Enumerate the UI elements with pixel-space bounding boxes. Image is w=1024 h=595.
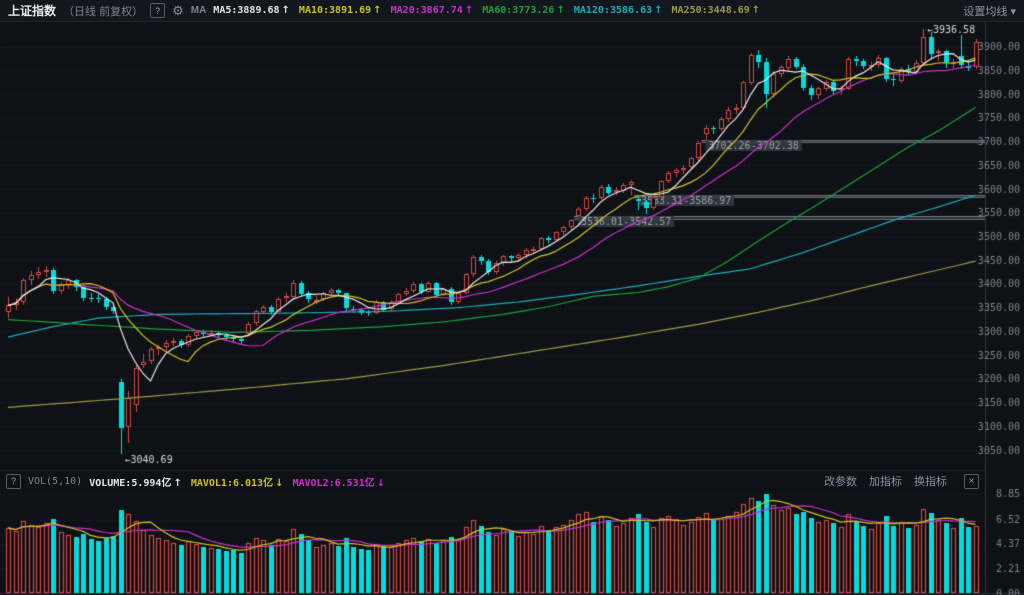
legend-item: VOLUME:5.994亿 ↑ xyxy=(89,477,182,489)
arrow-up-icon: ↑ xyxy=(654,5,663,16)
legend-item: MAVOL1:6.013亿 ↓ xyxy=(190,477,284,489)
legend-item: MA20:3867.74 ↑ xyxy=(390,5,474,16)
arrow-up-icon: ↑ xyxy=(556,5,565,16)
help-icon[interactable]: ? xyxy=(150,3,166,18)
arrow-down-icon: ↓ xyxy=(275,477,284,489)
legend-item: MAVOL2:6.531亿 ↓ xyxy=(292,477,386,489)
period-adjustment-label: （日线 前复权） xyxy=(63,5,144,18)
volume-legend: VOLUME:5.994亿 ↑ MAVOL1:6.013亿 ↓ MAVOL2:6.531… xyxy=(89,474,385,489)
set-ma-button[interactable]: 设置均线 ▾ xyxy=(963,3,1016,19)
volume-header: ? VOL(5,10) VOLUME:5.994亿 ↑ MAVOL1:6.013亿 ↓… xyxy=(0,470,985,492)
indicator-action-button[interactable]: 改参数 xyxy=(824,476,857,488)
arrow-up-icon: ↑ xyxy=(373,5,382,16)
legend-item: MA120:3586.63 ↑ xyxy=(573,5,663,16)
close-indicator-icon[interactable]: × xyxy=(964,473,979,489)
indicator-action-button[interactable]: 换指标 xyxy=(914,476,947,488)
indicator-actions: 改参数 加指标 换指标 xyxy=(812,473,947,489)
volume-indicator-label: VOL(5,10) xyxy=(28,475,83,487)
ma-prefix-label: MA xyxy=(190,5,207,16)
set-ma-label: 设置均线 xyxy=(963,5,1008,18)
symbol-title: 上证指数 xyxy=(8,4,57,18)
arrow-up-icon: ↑ xyxy=(173,477,182,489)
gear-icon[interactable]: ⚙ xyxy=(172,3,184,18)
chevron-down-icon: ▾ xyxy=(1010,5,1016,18)
arrow-up-icon: ↑ xyxy=(464,5,474,16)
legend-item: MA250:3448.69 ↑ xyxy=(671,5,761,16)
volume-help-icon[interactable]: ? xyxy=(6,473,21,489)
legend-item: MA10:3891.69 ↑ xyxy=(298,5,382,16)
arrow-up-icon: ↑ xyxy=(281,5,290,16)
chart-header: 上证指数 （日线 前复权） ? ⚙ MA MA5:3889.68 ↑ MA10:38… xyxy=(0,0,1024,22)
arrow-up-icon: ↑ xyxy=(751,5,761,16)
legend-item: MA60:3773.26 ↑ xyxy=(482,5,565,16)
legend-item: MA5:3889.68 ↑ xyxy=(213,5,290,16)
arrow-down-icon: ↓ xyxy=(376,477,386,489)
indicator-action-button[interactable]: 加指标 xyxy=(869,476,902,488)
ma-legend: MA5:3889.68 ↑ MA10:3891.69 ↑ MA20:3867.74 ↑ MA… xyxy=(213,5,760,16)
